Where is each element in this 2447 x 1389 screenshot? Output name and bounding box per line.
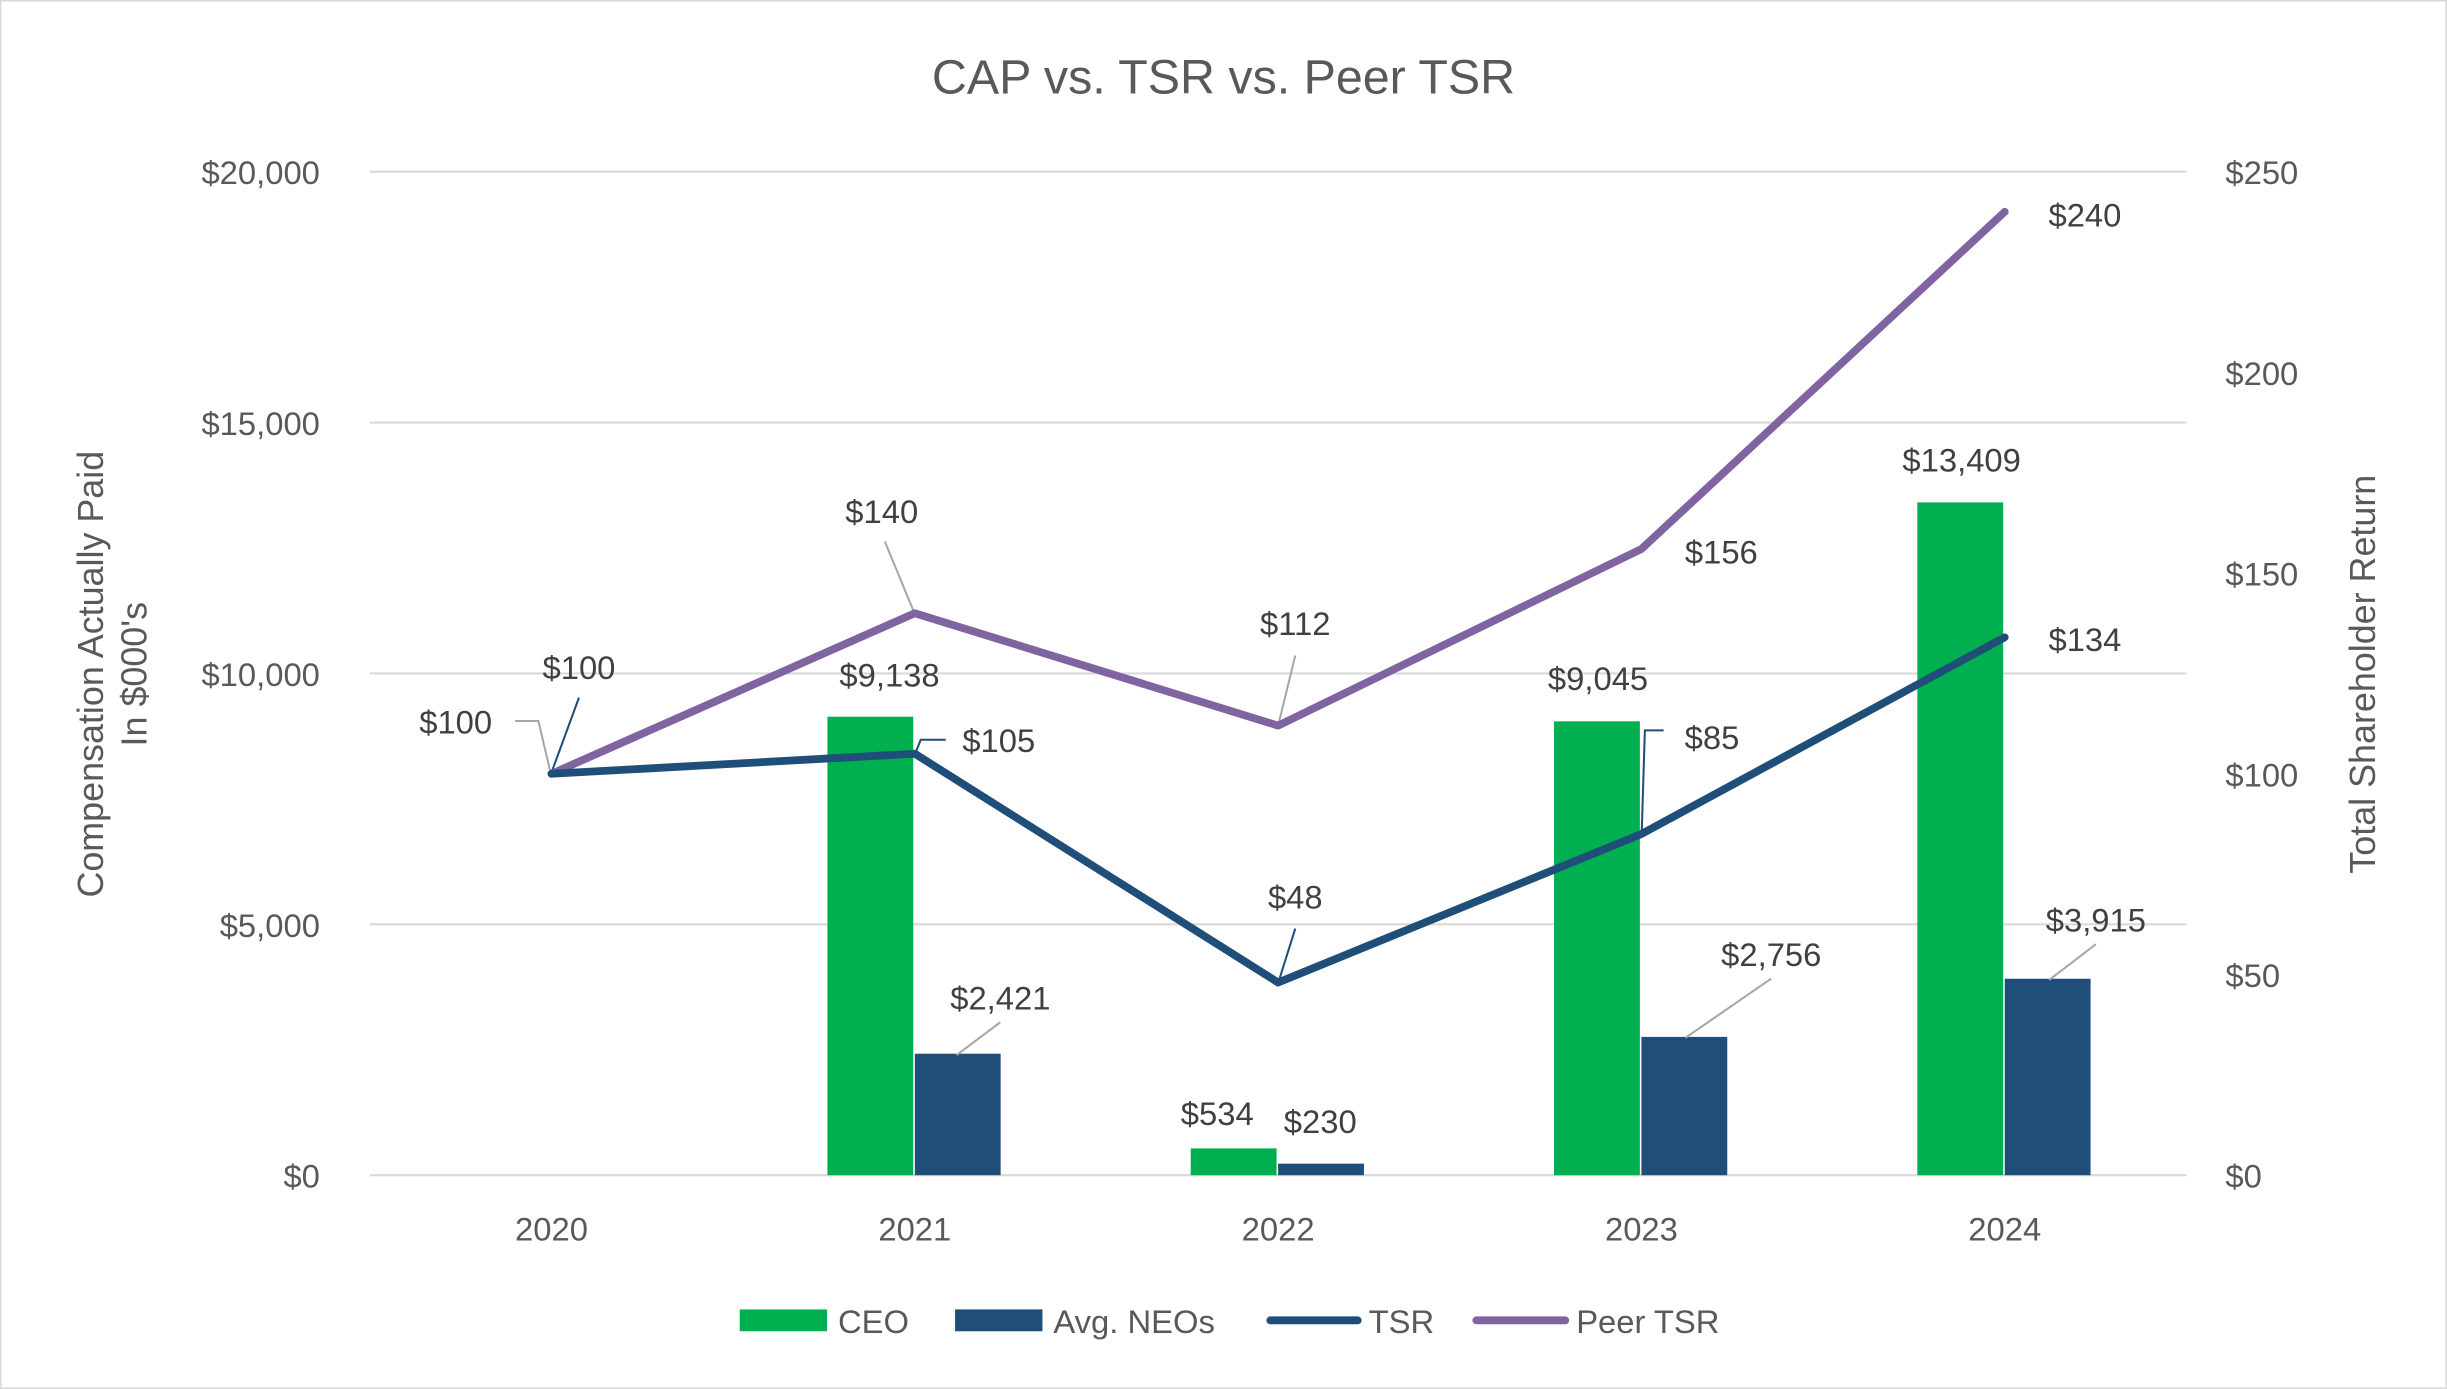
bar-avg-neos-2023 bbox=[1641, 1036, 1728, 1176]
y-tick-label: $0 bbox=[283, 1158, 319, 1195]
legend-label-ceo: CEO bbox=[838, 1303, 909, 1340]
leader-line bbox=[549, 697, 580, 775]
data-labels: $9,138 $534 $9,045 $13,409 $2,421 $230 $2,756 $… bbox=[419, 196, 2146, 1140]
y2-axis-title: Total Shareholder Return bbox=[2343, 475, 2383, 874]
data-label-peer-tsr-2020: $100 bbox=[419, 704, 492, 741]
y2-tick-label: $150 bbox=[2225, 556, 2298, 593]
legend-label-tsr: TSR bbox=[1369, 1303, 1435, 1340]
data-label-ceo-2024: $13,409 bbox=[1902, 441, 2020, 478]
data-label-tsr-2024: $134 bbox=[2048, 621, 2121, 658]
y-axis-title-line1: Compensation Actually Paid bbox=[71, 451, 111, 898]
y2-tick-label: $0 bbox=[2225, 1158, 2261, 1195]
y-tick-label: $10,000 bbox=[201, 656, 319, 693]
legend: CEO Avg. NEOs TSR Peer TSR bbox=[739, 1303, 1719, 1340]
leader-line bbox=[2048, 943, 2097, 981]
y-axis-title-line2: In $000's bbox=[115, 602, 155, 746]
y-axis-title: Compensation Actually Paid In $000's bbox=[71, 451, 155, 898]
y2-tick-label: $100 bbox=[2225, 756, 2298, 793]
y2-axis-ticks: $0 $50 $100 $150 $200 $250 bbox=[2225, 154, 2298, 1195]
legend-swatch-ceo bbox=[739, 1309, 828, 1332]
lines bbox=[547, 207, 2009, 987]
bar-ceo-2024 bbox=[1917, 502, 2004, 1176]
data-label-peer-tsr-2024: $240 bbox=[2048, 196, 2121, 233]
bar-ceo-2023 bbox=[1554, 721, 1640, 1176]
data-label-tsr-2020: $100 bbox=[543, 649, 616, 686]
leader-line bbox=[1277, 655, 1297, 726]
y-tick-label: $20,000 bbox=[201, 154, 319, 191]
bar-ceo-2021 bbox=[827, 716, 914, 1176]
data-label-ceo-2023: $9,045 bbox=[1548, 660, 1648, 697]
leader-line bbox=[913, 738, 946, 756]
x-axis-ticks: 2020 2021 2022 2023 2024 bbox=[515, 1211, 2041, 1248]
bar-ceo-2022 bbox=[1190, 1148, 1277, 1176]
bars bbox=[827, 502, 2091, 1176]
x-tick-label: 2023 bbox=[1605, 1211, 1678, 1248]
data-label-peer-tsr-2022: $112 bbox=[1260, 605, 1330, 642]
data-label-peer-tsr-2023: $156 bbox=[1685, 533, 1758, 570]
x-tick-label: 2024 bbox=[1968, 1211, 2041, 1248]
legend-swatch-neos bbox=[955, 1309, 1043, 1332]
data-label-peer-tsr-2021: $140 bbox=[845, 493, 918, 530]
x-tick-label: 2020 bbox=[515, 1211, 588, 1248]
legend-label-peer-tsr: Peer TSR bbox=[1576, 1303, 1719, 1340]
data-label-tsr-2022: $48 bbox=[1268, 878, 1323, 915]
leader-line bbox=[514, 720, 552, 775]
y2-tick-label: $50 bbox=[2225, 957, 2280, 994]
chart-title: CAP vs. TSR vs. Peer TSR bbox=[932, 51, 1515, 105]
leader-line bbox=[883, 541, 916, 614]
bar-avg-neos-2021 bbox=[914, 1053, 1001, 1176]
data-label-tsr-2021: $105 bbox=[962, 722, 1035, 759]
data-label-ceo-2022: $534 bbox=[1181, 1095, 1254, 1132]
y-tick-label: $15,000 bbox=[201, 405, 319, 442]
data-label-avg-neos-2023: $2,756 bbox=[1721, 936, 1821, 973]
leader-line bbox=[1684, 977, 1772, 1039]
leader-line bbox=[1277, 928, 1297, 984]
data-label-avg-neos-2021: $2,421 bbox=[950, 980, 1050, 1017]
y-tick-label: $5,000 bbox=[220, 907, 320, 944]
gridlines bbox=[369, 170, 2187, 1177]
leader-line bbox=[1640, 729, 1664, 832]
data-label-tsr-2023: $85 bbox=[1685, 719, 1740, 756]
data-label-ceo-2021: $9,138 bbox=[839, 657, 939, 694]
bar-avg-neos-2022 bbox=[1278, 1163, 1364, 1176]
y2-tick-label: $200 bbox=[2225, 355, 2298, 392]
data-label-avg-neos-2024: $3,915 bbox=[2046, 902, 2146, 939]
label-leader-lines bbox=[514, 541, 2097, 1056]
x-tick-label: 2022 bbox=[1242, 1211, 1315, 1248]
x-tick-label: 2021 bbox=[878, 1211, 951, 1248]
y-axis-ticks: $0 $5,000 $10,000 $15,000 $20,000 bbox=[201, 154, 319, 1195]
data-label-avg-neos-2022: $230 bbox=[1284, 1103, 1357, 1140]
y2-tick-label: $250 bbox=[2225, 154, 2298, 191]
bar-avg-neos-2024 bbox=[2004, 978, 2091, 1176]
legend-label-neos: Avg. NEOs bbox=[1053, 1303, 1214, 1340]
leader-line bbox=[956, 1021, 1001, 1056]
